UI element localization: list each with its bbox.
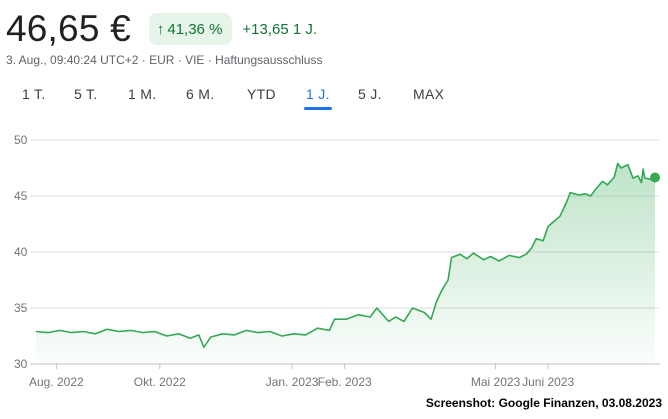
range-tab[interactable]: 1 J. (304, 86, 332, 110)
x-tick-label: Okt. 2022 (134, 375, 186, 389)
y-tick-label: 30 (14, 357, 28, 371)
current-price: 46,65 € (6, 8, 131, 49)
arrow-up-icon: ↑ (156, 20, 165, 38)
y-tick-label: 35 (14, 301, 28, 315)
y-tick-label: 45 (14, 189, 28, 203)
range-tab[interactable]: 1 M. (128, 86, 157, 102)
range-tab[interactable]: YTD (247, 86, 276, 102)
range-tab[interactable]: 5 T. (74, 86, 98, 102)
quote-meta: 3. Aug., 09:40:24 UTC+2 · EUR · VIE · Ha… (6, 53, 323, 67)
x-tick-label: Aug. 2022 (29, 375, 84, 389)
last-price-dot (650, 172, 660, 183)
price-area (36, 163, 655, 364)
range-tab[interactable]: 1 T. (22, 86, 46, 102)
range-tab[interactable]: 6 M. (186, 86, 215, 102)
price-line (35, 162, 656, 348)
range-tab[interactable]: MAX (413, 86, 445, 102)
quote-header: 46,65 € ↑ 41,36 % +13,65 1 J. (6, 6, 317, 52)
y-tick-label: 50 (14, 133, 28, 147)
x-tick-label: Juni 2023 (522, 375, 574, 389)
range-tab[interactable]: 5 J. (358, 86, 382, 102)
x-tick-label: Feb. 2023 (318, 375, 372, 389)
price-chart-svg: 30 35 40 45 50 Aug. 2022 Okt. 2022 Jan. 2023 Feb… (14, 133, 660, 389)
x-tick-label: Jan. 2023 (266, 375, 319, 389)
screenshot-credit: Screenshot: Google Finanzen, 03.08.2023 (425, 396, 662, 410)
change-percent-badge: ↑ 41,36 % (148, 13, 233, 45)
price-chart: 30 35 40 45 50 Aug. 2022 Okt. 2022 Jan. 2023 Feb… (0, 118, 668, 414)
x-tick-label: Mai 2023 (471, 375, 521, 389)
change-percent-value: 41,36 % (167, 20, 223, 38)
change-absolute: +13,65 1 J. (242, 20, 318, 38)
y-tick-label: 40 (14, 245, 28, 259)
